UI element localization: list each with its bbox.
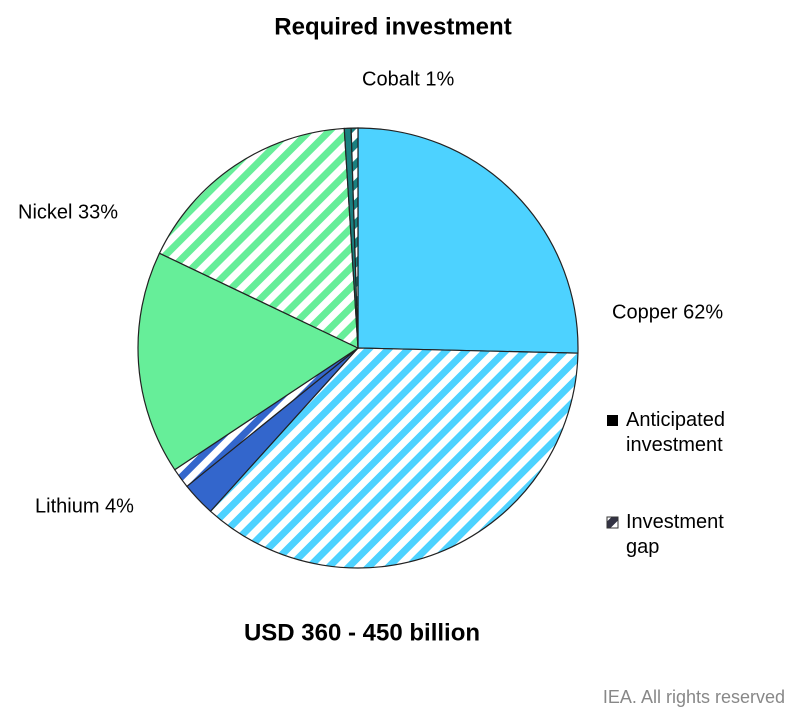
slice-label: Nickel 33%	[18, 201, 118, 223]
pie-slice	[350, 127, 359, 349]
legend-label: Investment gap	[626, 511, 724, 558]
pie-slice	[209, 347, 579, 569]
pie-slice	[158, 127, 359, 349]
pie-slice	[137, 252, 360, 471]
slice-label: Cobalt 1%	[362, 68, 454, 90]
source-note: IEA. All rights reserved	[603, 687, 785, 707]
chart-title: Required investment	[274, 13, 511, 40]
slice-label: Lithium 4%	[35, 495, 134, 517]
legend-label: Anticipated investment	[626, 409, 725, 456]
slice-label: Copper 62%	[612, 301, 723, 323]
pie-slice	[357, 127, 579, 354]
chart-subtitle: USD 360 - 450 billion	[244, 619, 480, 646]
legend-swatch	[607, 415, 618, 426]
legend-swatch	[606, 516, 619, 529]
